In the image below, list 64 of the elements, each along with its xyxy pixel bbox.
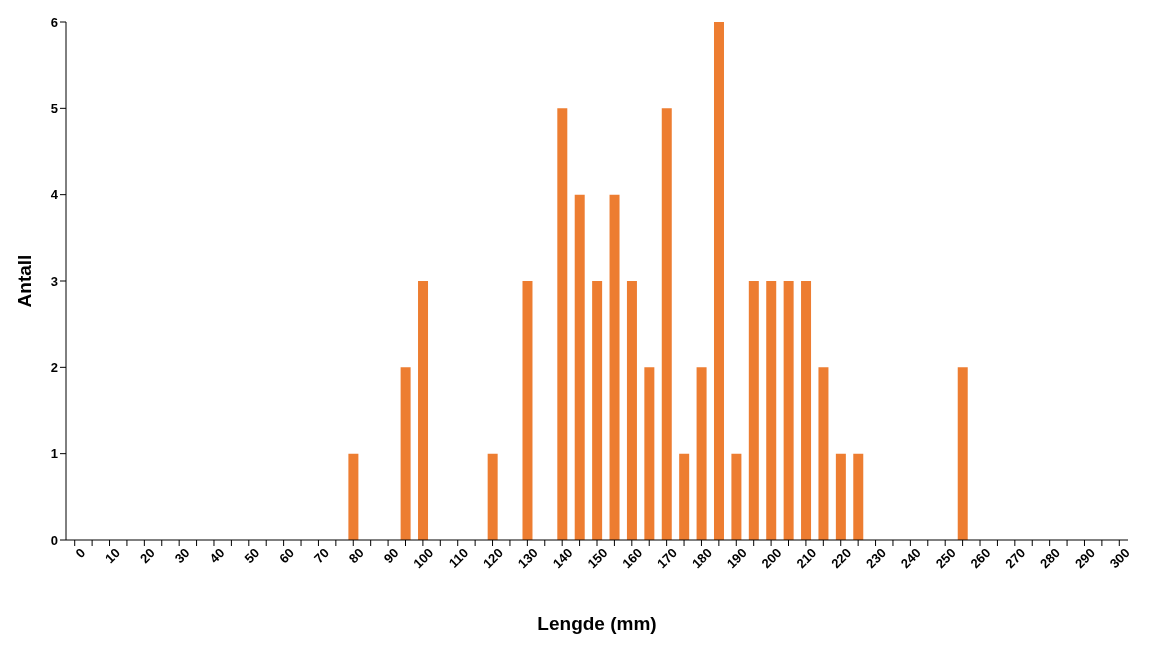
bar bbox=[592, 281, 603, 540]
x-tick-label: 100 bbox=[410, 545, 437, 572]
y-tick-label: 0 bbox=[50, 532, 58, 548]
x-tick-label: 280 bbox=[1037, 545, 1064, 572]
bar bbox=[557, 108, 568, 540]
bar bbox=[696, 367, 707, 540]
x-tick-label: 50 bbox=[241, 545, 263, 567]
bar bbox=[818, 367, 829, 540]
bar bbox=[731, 453, 742, 540]
x-tick-label: 90 bbox=[380, 545, 402, 567]
bar bbox=[522, 281, 533, 540]
bar bbox=[418, 281, 429, 540]
bar bbox=[609, 194, 620, 540]
y-tick-label: 3 bbox=[50, 273, 58, 289]
x-tick-label: 150 bbox=[584, 545, 611, 572]
x-tick-label: 40 bbox=[206, 545, 228, 567]
bar bbox=[783, 281, 794, 540]
x-tick-label: 30 bbox=[171, 545, 193, 567]
x-tick-label: 120 bbox=[480, 545, 506, 572]
y-tick-label: 4 bbox=[50, 187, 59, 203]
y-axis-title: Antall bbox=[13, 254, 35, 308]
x-tick-label: 130 bbox=[514, 545, 541, 572]
bar bbox=[713, 22, 724, 540]
y-tick-label: 6 bbox=[50, 14, 58, 30]
bar bbox=[487, 453, 498, 540]
x-tick-label: 210 bbox=[793, 545, 820, 572]
bar bbox=[644, 367, 655, 540]
x-tick-label: 170 bbox=[654, 545, 681, 572]
x-tick-label: 200 bbox=[758, 545, 785, 572]
x-tick-label: 180 bbox=[688, 545, 715, 572]
x-tick-label: 0 bbox=[72, 545, 89, 561]
x-tick-label: 160 bbox=[619, 545, 646, 572]
x-axis-title: Lengde (mm) bbox=[537, 613, 657, 634]
y-tick-label: 1 bbox=[50, 446, 58, 462]
x-tick-label: 270 bbox=[1002, 545, 1029, 572]
x-tick-label: 70 bbox=[311, 545, 332, 567]
bar bbox=[679, 453, 690, 540]
bar bbox=[853, 453, 864, 540]
x-tick-label: 220 bbox=[828, 545, 855, 572]
bar bbox=[626, 281, 637, 540]
bar bbox=[748, 281, 759, 540]
x-tick-label: 240 bbox=[897, 545, 924, 572]
x-tick-label: 260 bbox=[967, 545, 994, 572]
bar bbox=[766, 281, 777, 540]
bar bbox=[801, 281, 812, 540]
x-tick-label: 20 bbox=[136, 545, 158, 567]
x-tick-label: 60 bbox=[276, 545, 298, 567]
x-tick-label: 80 bbox=[345, 545, 367, 567]
x-tick-label: 230 bbox=[863, 545, 889, 572]
x-tick-label: 140 bbox=[549, 545, 576, 572]
x-tick-label: 290 bbox=[1071, 545, 1098, 572]
y-tick-label: 2 bbox=[50, 359, 58, 375]
bar bbox=[574, 194, 585, 540]
x-tick-label: 300 bbox=[1106, 545, 1133, 572]
bar bbox=[835, 453, 846, 540]
y-tick-label: 5 bbox=[50, 100, 58, 116]
bar bbox=[661, 108, 672, 540]
x-tick-label: 190 bbox=[723, 545, 750, 572]
x-tick-label: 250 bbox=[932, 545, 959, 572]
bar bbox=[348, 453, 359, 540]
x-tick-label: 110 bbox=[445, 545, 472, 571]
x-tick-label: 10 bbox=[102, 545, 123, 567]
bar bbox=[957, 367, 968, 540]
bar bbox=[400, 367, 411, 540]
